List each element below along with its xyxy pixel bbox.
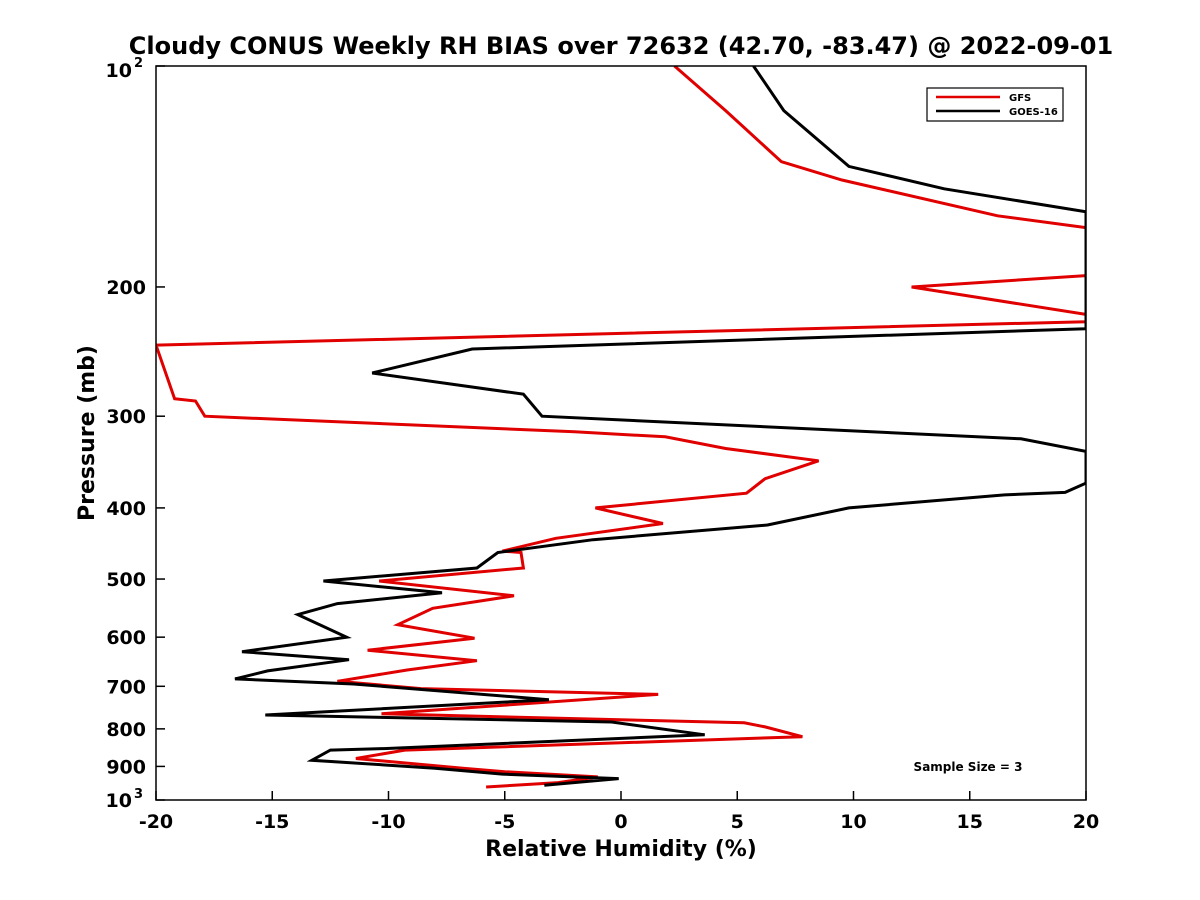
sample-size-annotation: Sample Size = 3	[914, 760, 1023, 774]
y-tick-label: 400	[106, 498, 146, 520]
x-tick-label: -20	[139, 811, 173, 833]
y-tick-label: 900	[106, 756, 146, 778]
x-tick-label: -15	[255, 811, 289, 833]
x-tick-label: 0	[614, 811, 627, 833]
x-axis-label: Relative Humidity (%)	[485, 837, 757, 862]
x-tick-label: 20	[1073, 811, 1099, 833]
x-tick-label: -10	[371, 811, 405, 833]
plot-lines	[156, 66, 1086, 789]
legend-entry: GOES-16	[1009, 107, 1058, 118]
y-tick-label: 200	[106, 277, 146, 299]
x-tick-label: 10	[840, 811, 866, 833]
legend-box	[926, 87, 1064, 122]
y-tick-exponent: 2	[134, 56, 143, 71]
y-tick-label: 500	[106, 569, 146, 591]
y-tick-exponent: 3	[134, 787, 143, 802]
y-tick-label: 300	[106, 406, 146, 428]
x-tick-label: -5	[494, 811, 515, 833]
x-tick-label: 15	[957, 811, 983, 833]
series-line-goes-16	[234, 66, 1086, 787]
legend-entry: GFS	[1009, 93, 1031, 104]
y-tick-label: 800	[106, 719, 146, 741]
y-axis-label: Pressure (mb)	[75, 345, 100, 521]
y-tick-label: 10	[106, 60, 132, 82]
legend: GFS GOES-16	[926, 87, 1064, 122]
x-tick-label: 5	[731, 811, 744, 833]
y-tick-label: 10	[106, 790, 132, 812]
chart-title: Cloudy CONUS Weekly RH BIAS over 72632 (…	[129, 32, 1113, 60]
y-tick-label: 600	[106, 627, 146, 649]
y-tick-label: 700	[106, 676, 146, 698]
